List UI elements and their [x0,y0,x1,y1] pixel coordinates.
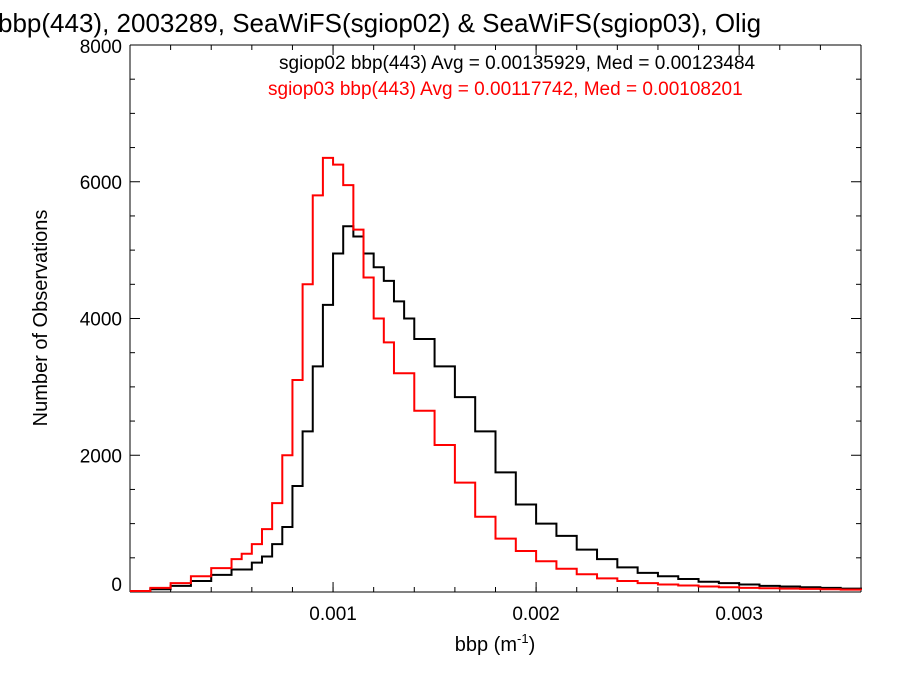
series-line-sgiop02 [130,225,862,593]
legend: sgiop02 bbp(443) Avg = 0.00135929, Med =… [268,53,756,100]
tick-labels: 0.001 0.002 0.003 0 2000 4000 6000 8000 [80,37,763,625]
x-tick-label-0: 0.001 [309,604,357,625]
chart-title: bbp(443), 2003289, SeaWiFS(sgiop02) & Se… [0,8,761,38]
x-tick-label-2: 0.003 [715,604,763,625]
y-tick-label-1: 2000 [80,446,122,467]
y-tick-label-3: 6000 [80,173,122,194]
x-axis-title: bbp (m-1) [455,631,535,656]
x-tick-label-1: 0.002 [512,604,560,625]
x-axis-title-main: bbp (m [455,634,517,656]
series-lines [130,156,862,593]
plot-area [129,44,862,593]
x-axis-title-close: ) [529,634,536,656]
x-axis-title-superscript: -1 [517,631,529,646]
y-tick-label-2: 4000 [80,310,122,331]
legend-entry-sgiop03: sgiop03 bbp(443) Avg = 0.00117742, Med =… [268,79,743,100]
ticks [130,44,861,593]
y-tick-label-0: 0 [111,575,122,596]
legend-entry-sgiop02: sgiop02 bbp(443) Avg = 0.00135929, Med =… [279,53,756,74]
y-tick-label-4: 8000 [80,37,122,58]
series-line-sgiop03 [130,156,862,592]
y-axis-title: Number of Observations [30,210,52,427]
